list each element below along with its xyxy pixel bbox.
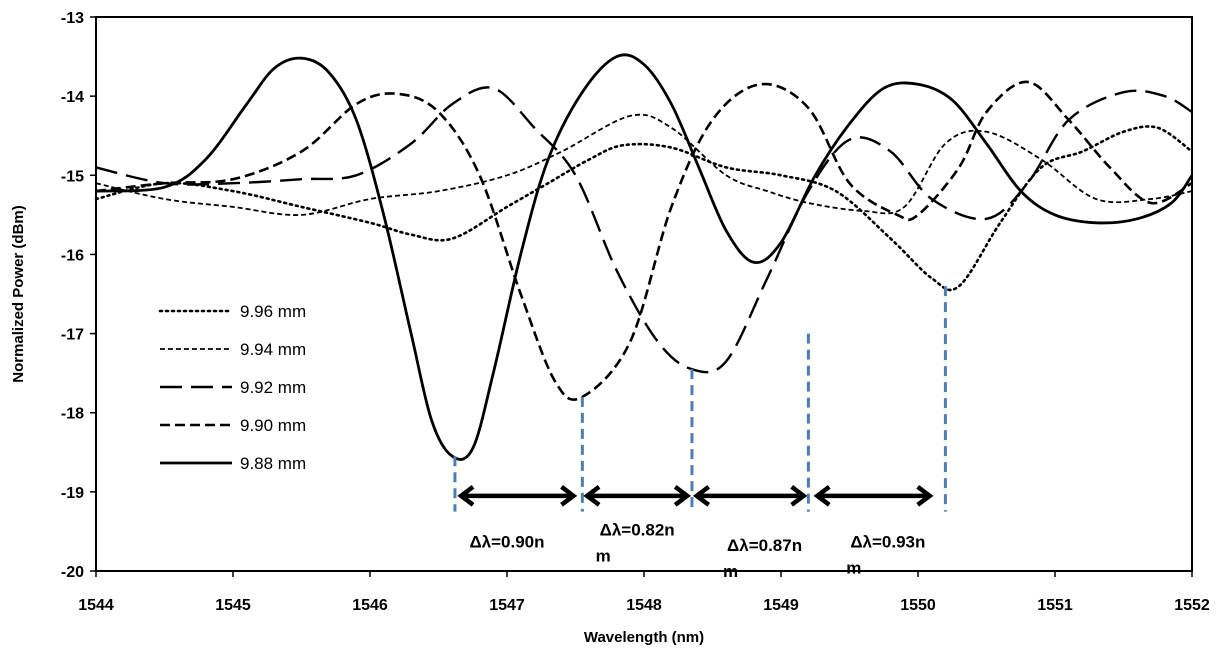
series-line-9-88-mm: [95, 53, 1194, 461]
delta-label: Δλ=0.82n: [600, 520, 675, 539]
delta-label: Δλ=0.90n: [469, 532, 544, 551]
arrow-group: [457, 485, 934, 507]
delta-arrow: [457, 485, 578, 507]
marker-group: [453, 286, 947, 512]
y-tick-label: -16: [61, 247, 84, 264]
x-tick-label: 1548: [626, 597, 662, 614]
legend: 9.96 mm 9.94 mm 9.92 mm 9.90 mm 9.88 mm: [158, 302, 306, 473]
series-line-9-90-mm: [95, 80, 1193, 401]
delta-label-continuation: m: [846, 558, 861, 577]
legend-item-9-88-mm: 9.88 mm: [160, 454, 306, 473]
x-tick-label: 1546: [352, 597, 388, 614]
delta-label-continuation: m: [596, 546, 611, 565]
y-tick-label: -17: [61, 327, 84, 344]
y-tick-label: -15: [61, 168, 84, 185]
x-tick-label: 1552: [1174, 597, 1210, 614]
delta-arrow: [692, 485, 808, 507]
legend-item-9-92-mm: 9.92 mm: [160, 378, 306, 397]
x-tick-label: 1545: [215, 597, 251, 614]
delta-arrow: [813, 485, 934, 507]
legend-item-9-94-mm: 9.94 mm: [160, 340, 306, 359]
x-tick-label: 1549: [763, 597, 799, 614]
y-tick-label: -14: [61, 89, 84, 106]
delta-label-continuation: m: [723, 562, 738, 581]
y-axis-title: Normalized Power (dBm): [10, 205, 27, 383]
legend-label: 9.88 mm: [240, 454, 306, 473]
delta-label: Δλ=0.93n: [850, 532, 925, 551]
x-tick-label: 1550: [900, 597, 936, 614]
legend-label: 9.96 mm: [240, 302, 306, 321]
x-tick-label: 1551: [1037, 597, 1073, 614]
y-tick-label: -20: [61, 564, 84, 581]
x-tick-label: 1547: [489, 597, 525, 614]
legend-item-9-90-mm: 9.90 mm: [160, 416, 306, 435]
x-axis-title: Wavelength (nm): [584, 629, 704, 646]
delta-arrow: [583, 485, 691, 507]
delta-label: Δλ=0.87n: [727, 536, 802, 555]
annotation-labels: Δλ=0.90n Δλ=0.82n m Δλ=0.87n m Δλ=0.93n m: [469, 520, 925, 581]
tick-group: 1544 1545 1546 1547 1548 1549 1550 1551 1552 -13 -…: [61, 10, 1210, 614]
y-tick-label: -13: [61, 10, 84, 27]
legend-label: 9.90 mm: [240, 416, 306, 435]
y-tick-label: -18: [61, 406, 84, 423]
series-line-9-96-mm: [94, 125, 1194, 292]
legend-item-9-96-mm: 9.96 mm: [158, 302, 306, 321]
series-line-9-94-mm: [95, 113, 1193, 216]
y-tick-label: -19: [61, 485, 84, 502]
x-tick-label: 1544: [78, 597, 114, 614]
legend-label: 9.92 mm: [240, 378, 306, 397]
legend-label: 9.94 mm: [240, 340, 306, 359]
